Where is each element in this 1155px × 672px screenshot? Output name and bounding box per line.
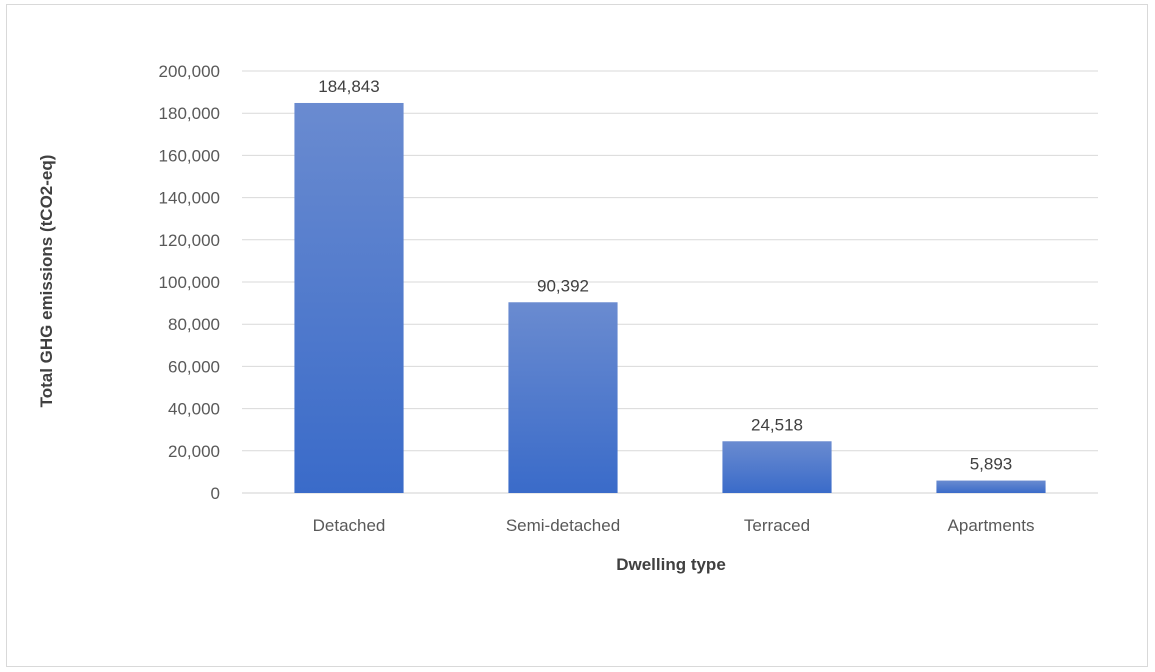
bar-semi-detached (508, 302, 618, 493)
y-tick-label: 180,000 (159, 104, 220, 123)
data-label: 184,843 (318, 77, 379, 96)
bars (294, 102, 1046, 494)
x-tick-label: Apartments (948, 516, 1035, 535)
y-tick-label: 160,000 (159, 146, 220, 165)
y-tick-label: 140,000 (159, 189, 220, 208)
y-axis-ticks: 0 20,000 40,000 60,000 80,000 100,000 120,000 1… (159, 62, 220, 503)
y-tick-label: 200,000 (159, 62, 220, 81)
data-label: 90,392 (537, 276, 589, 295)
x-axis-title: Dwelling type (616, 555, 726, 574)
x-tick-label: Terraced (744, 516, 810, 535)
x-axis-ticks: Detached Semi-detached Terraced Apartments (313, 516, 1035, 535)
bar-terraced (722, 441, 832, 493)
data-labels: 184,843 90,392 24,518 5,893 (318, 77, 1012, 474)
y-tick-label: 0 (211, 484, 220, 503)
data-label: 24,518 (751, 415, 803, 434)
y-tick-label: 100,000 (159, 273, 220, 292)
bar-detached (294, 102, 404, 494)
x-tick-label: Semi-detached (506, 516, 620, 535)
y-tick-label: 80,000 (168, 315, 220, 334)
y-axis-title: Total GHG emissions (tCO2-eq) (37, 155, 56, 408)
y-tick-label: 120,000 (159, 231, 220, 250)
y-tick-label: 60,000 (168, 357, 220, 376)
bar-apartments (936, 480, 1046, 493)
y-tick-label: 20,000 (168, 442, 220, 461)
y-tick-label: 40,000 (168, 400, 220, 419)
x-tick-label: Detached (313, 516, 386, 535)
data-label: 5,893 (970, 455, 1013, 474)
